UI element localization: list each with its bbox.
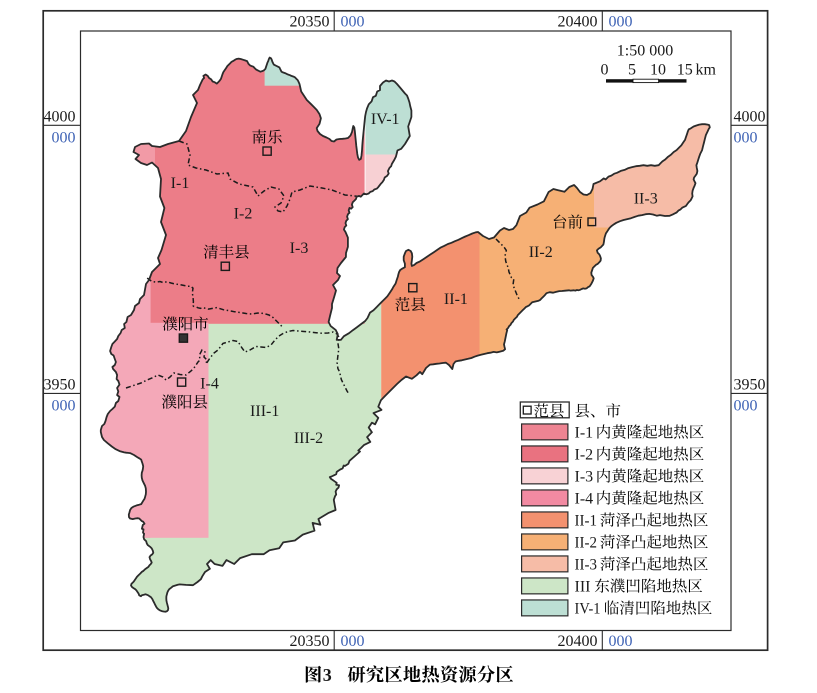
svg-text:km: km [696,62,717,79]
svg-text:5: 5 [628,62,636,79]
svg-text:000: 000 [734,129,758,146]
svg-text:20400: 20400 [558,14,598,31]
svg-text:II-2: II-2 [575,535,598,552]
svg-text:II-3: II-3 [575,557,598,574]
svg-text:000: 000 [609,14,633,31]
svg-text:II-1: II-1 [444,291,468,308]
svg-text:II-1: II-1 [575,513,598,530]
svg-text:000: 000 [52,129,76,146]
svg-text:III-1: III-1 [250,403,279,420]
svg-text:000: 000 [341,14,365,31]
svg-text:20350: 20350 [290,633,330,650]
svg-text:4000: 4000 [734,108,766,125]
svg-text:3: 3 [323,665,332,685]
svg-text:II-2: II-2 [529,244,553,261]
svg-text:I-2: I-2 [234,206,253,223]
svg-text:20400: 20400 [558,633,598,650]
svg-text:1:50 000: 1:50 000 [617,43,673,60]
svg-text:IV-1: IV-1 [371,111,400,128]
svg-text:II-3: II-3 [634,190,658,207]
svg-text:4000: 4000 [44,108,76,125]
svg-text:3950: 3950 [734,376,766,393]
svg-text:I-3: I-3 [575,469,594,486]
svg-text:I-4: I-4 [200,376,219,393]
svg-text:III: III [575,579,591,596]
svg-text:15: 15 [677,62,693,79]
svg-text:I-2: I-2 [575,447,594,464]
svg-text:000: 000 [609,633,633,650]
svg-text:I-1: I-1 [171,175,190,192]
svg-text:000: 000 [734,397,758,414]
svg-text:000: 000 [341,633,365,650]
svg-text:III-2: III-2 [294,430,323,447]
svg-text:000: 000 [52,397,76,414]
svg-text:10: 10 [650,62,666,79]
svg-text:IV-1: IV-1 [575,601,601,618]
svg-text:I-4: I-4 [575,491,594,508]
svg-text:0: 0 [601,62,609,79]
svg-text:20350: 20350 [290,14,330,31]
svg-text:I-1: I-1 [575,425,594,442]
svg-text:I-3: I-3 [290,240,309,257]
svg-text:3950: 3950 [44,376,76,393]
